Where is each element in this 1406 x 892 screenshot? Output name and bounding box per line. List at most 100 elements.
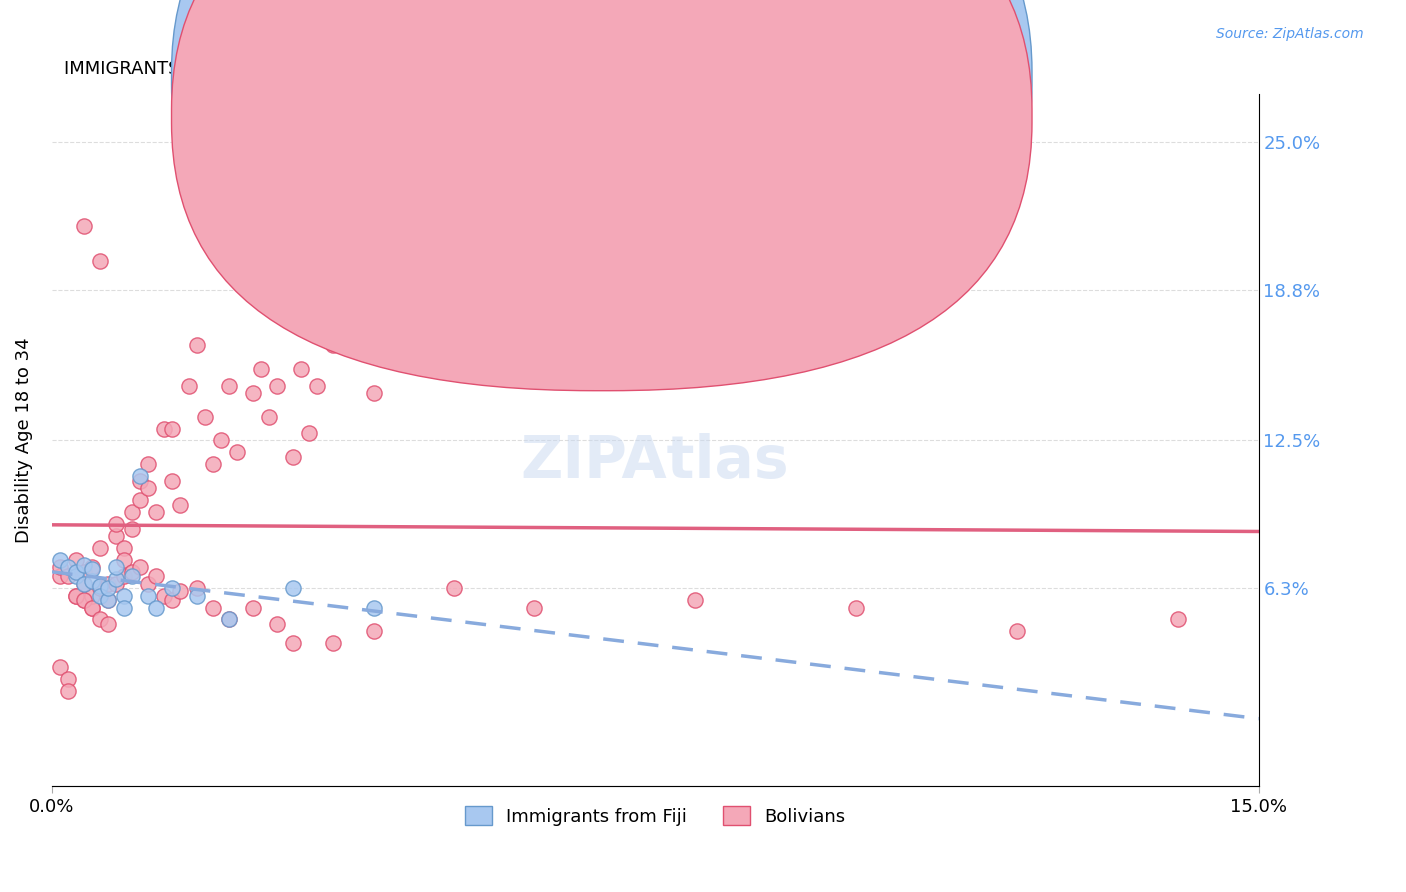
- Point: [129, 469, 152, 483]
- Point: [443, 582, 465, 596]
- Point: [186, 338, 208, 352]
- Point: [1167, 612, 1189, 626]
- Point: [80, 589, 103, 603]
- Point: [186, 582, 208, 596]
- Point: [56, 569, 79, 583]
- Point: [97, 593, 120, 607]
- Point: [121, 522, 143, 536]
- Point: [281, 582, 304, 596]
- Point: [346, 290, 368, 304]
- Point: [97, 582, 120, 596]
- Point: [105, 560, 128, 574]
- Point: [162, 421, 184, 435]
- Point: [129, 493, 152, 508]
- Point: [136, 458, 159, 472]
- Point: [523, 600, 546, 615]
- Point: [363, 624, 385, 639]
- Point: [153, 589, 176, 603]
- Point: [121, 505, 143, 519]
- Point: [322, 636, 344, 650]
- Point: [80, 600, 103, 615]
- Text: N =: N =: [731, 105, 768, 123]
- Point: [112, 553, 135, 567]
- Point: [186, 589, 208, 603]
- Point: [112, 569, 135, 583]
- Point: [162, 593, 184, 607]
- Point: [112, 541, 135, 555]
- Point: [89, 582, 111, 596]
- Point: [65, 553, 87, 567]
- Point: [89, 612, 111, 626]
- Point: [218, 612, 240, 626]
- Point: [65, 589, 87, 603]
- Point: [49, 660, 72, 674]
- Point: [73, 565, 96, 579]
- Text: 25: 25: [770, 67, 793, 85]
- Point: [136, 589, 159, 603]
- Point: [201, 458, 224, 472]
- Point: [121, 569, 143, 583]
- Point: [80, 574, 103, 589]
- Point: [89, 579, 111, 593]
- Text: ZIPAtlas: ZIPAtlas: [520, 433, 790, 490]
- Text: R =: R =: [612, 67, 648, 85]
- Point: [169, 583, 191, 598]
- Point: [80, 562, 103, 576]
- Point: [298, 426, 321, 441]
- Point: [112, 600, 135, 615]
- Point: [177, 378, 200, 392]
- Point: [97, 617, 120, 632]
- Text: 0.134: 0.134: [652, 105, 704, 123]
- Point: [89, 541, 111, 555]
- Point: [242, 600, 264, 615]
- Point: [65, 589, 87, 603]
- Point: [145, 569, 167, 583]
- Text: Source: ZipAtlas.com: Source: ZipAtlas.com: [1216, 27, 1364, 41]
- Point: [162, 474, 184, 488]
- Point: [307, 378, 329, 392]
- Point: [266, 378, 288, 392]
- Point: [225, 445, 247, 459]
- Point: [105, 576, 128, 591]
- Point: [250, 362, 273, 376]
- Point: [145, 505, 167, 519]
- Point: [136, 481, 159, 495]
- Point: [1005, 624, 1028, 639]
- Point: [209, 434, 232, 448]
- Point: [129, 474, 152, 488]
- Point: [105, 529, 128, 543]
- Point: [136, 576, 159, 591]
- Point: [363, 385, 385, 400]
- Point: [218, 612, 240, 626]
- Point: [290, 362, 312, 376]
- Point: [73, 593, 96, 607]
- Point: [105, 572, 128, 586]
- Point: [80, 560, 103, 574]
- Point: [73, 576, 96, 591]
- Point: [65, 565, 87, 579]
- Point: [56, 560, 79, 574]
- Point: [56, 684, 79, 698]
- Text: IMMIGRANTS FROM FIJI VS BOLIVIAN DISABILITY AGE 18 TO 34 CORRELATION CHART: IMMIGRANTS FROM FIJI VS BOLIVIAN DISABIL…: [63, 60, 825, 78]
- Point: [73, 576, 96, 591]
- Point: [363, 600, 385, 615]
- Point: [89, 589, 111, 603]
- Point: [89, 254, 111, 268]
- Point: [845, 600, 868, 615]
- Point: [153, 421, 176, 435]
- Point: [145, 600, 167, 615]
- Point: [201, 600, 224, 615]
- Point: [65, 569, 87, 583]
- Point: [56, 672, 79, 686]
- Text: -0.060: -0.060: [652, 67, 711, 85]
- Point: [322, 338, 344, 352]
- Point: [49, 569, 72, 583]
- Point: [257, 409, 280, 424]
- Text: N =: N =: [731, 67, 768, 85]
- Point: [169, 498, 191, 512]
- Point: [685, 593, 707, 607]
- Point: [129, 560, 152, 574]
- Point: [218, 378, 240, 392]
- Point: [73, 593, 96, 607]
- Y-axis label: Disability Age 18 to 34: Disability Age 18 to 34: [15, 338, 32, 543]
